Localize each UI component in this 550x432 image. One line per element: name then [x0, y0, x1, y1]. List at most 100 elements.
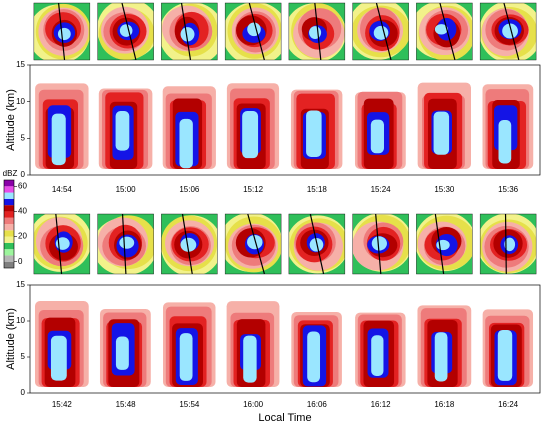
colorbar-title: dBZ [3, 169, 18, 178]
ppi-frame [288, 213, 346, 275]
colorbar-swatch [4, 255, 14, 262]
scan-line [121, 3, 137, 60]
time-label: 15:30 [434, 185, 455, 194]
profile-echo [179, 118, 193, 169]
time-label: 15:48 [116, 400, 137, 409]
scan-line [504, 214, 507, 274]
colorbar-swatch [4, 230, 14, 237]
profile-echo [51, 113, 66, 166]
ppi-echo [247, 234, 263, 250]
ppi-panel [225, 214, 282, 274]
colorbar-swatch [4, 205, 14, 212]
x-axis-label: Local Time [258, 412, 311, 424]
profile-echo [179, 333, 193, 381]
ppi-panel [416, 214, 473, 274]
colorbar-swatch [4, 186, 14, 193]
scan-line [57, 3, 66, 60]
colorbar-tick-label: 0 [18, 257, 23, 266]
colorbar-swatch [4, 224, 14, 231]
profile-echo [371, 335, 384, 376]
ppi-panel [480, 214, 537, 274]
ppi-frame [161, 2, 218, 61]
y-tick-label: 10 [16, 316, 25, 325]
ppi-panel [33, 3, 90, 60]
scan-line [121, 214, 127, 274]
profile-echo [498, 120, 512, 164]
colorbar-swatch [4, 242, 14, 250]
y-axis-label: Altitude (km) [5, 89, 17, 151]
y-axis-label: Altitude (km) [5, 308, 17, 370]
colorbar-swatch [4, 180, 14, 187]
y-tick-label: 0 [21, 170, 26, 179]
ppi-frame [97, 213, 154, 275]
ppi-echo [247, 22, 261, 37]
scan-line [55, 214, 63, 274]
scan-line [314, 3, 322, 60]
colorbar-swatch [4, 236, 14, 243]
ppi-echo [436, 239, 450, 251]
profile-echo [242, 111, 259, 159]
ppi-echo [119, 236, 135, 249]
time-label: 16:18 [434, 400, 455, 409]
ppi-panel [288, 3, 345, 60]
ppi-echo [57, 27, 71, 41]
time-label: 15:06 [179, 185, 200, 194]
ppi-echo [502, 23, 518, 39]
ppi-frame [33, 2, 91, 61]
ppi-echo [180, 237, 197, 252]
time-label: 16:00 [243, 400, 264, 409]
scan-line [375, 3, 392, 60]
ppi-frame [479, 213, 537, 275]
profile-echo [306, 110, 322, 157]
y-tick-label: 5 [21, 352, 26, 361]
colorbar-swatch [4, 249, 14, 256]
ppi-echo [309, 26, 322, 40]
scan-line [248, 3, 265, 60]
time-label: 15:12 [243, 185, 264, 194]
ppi-frame [416, 2, 473, 61]
ppi-panel [352, 3, 409, 60]
colorbar-swatch [4, 198, 14, 206]
colorbar-tick-label: 60 [18, 181, 27, 190]
ppi-echo [434, 24, 448, 35]
colorbar-swatch [4, 217, 14, 224]
profile-echo [115, 336, 129, 370]
scan-line [181, 214, 193, 274]
time-label: 16:12 [371, 400, 392, 409]
ppi-frame [224, 213, 282, 275]
ppi-panel [97, 214, 154, 274]
ppi-frame [479, 2, 537, 61]
profile-echo [243, 335, 257, 383]
profile-echo [370, 119, 385, 154]
time-label: 15:36 [498, 185, 519, 194]
ppi-panel [161, 3, 218, 60]
scan-line [247, 214, 266, 274]
profile-echo [497, 329, 513, 381]
y-tick-label: 0 [21, 388, 26, 397]
colorbar-tick-label: 40 [18, 207, 27, 216]
ppi-frame [161, 213, 218, 275]
ppi-panel [33, 214, 90, 274]
scan-line [309, 214, 325, 274]
time-label: 15:42 [52, 400, 73, 409]
ppi-frame [352, 2, 409, 61]
colorbar-swatch [4, 192, 14, 199]
scan-line [439, 3, 456, 60]
scan-line [180, 3, 192, 60]
ppi-frame [97, 2, 154, 61]
ppi-panel [480, 3, 537, 60]
ppi-panel [416, 3, 473, 60]
ppi-echo [504, 237, 516, 252]
ppi-echo [180, 27, 195, 42]
ppi-panel [97, 3, 154, 60]
ppi-panel [288, 214, 345, 274]
ppi-echo [371, 236, 387, 251]
ppi-frame [352, 213, 409, 275]
profile-echo [307, 331, 321, 383]
profile-echo [115, 111, 130, 151]
ppi-frame [288, 2, 346, 61]
time-label: 14:54 [52, 185, 73, 194]
time-label: 15:54 [179, 400, 200, 409]
colorbar-swatch [4, 211, 14, 218]
